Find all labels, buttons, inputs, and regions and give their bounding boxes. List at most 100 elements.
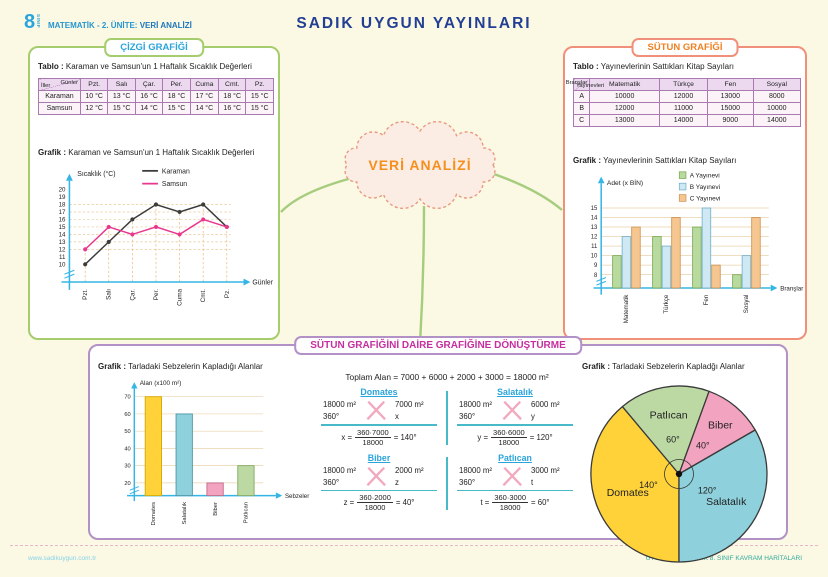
calc-360: 360° (459, 412, 476, 422)
cross-multiplication: 18000 m² 7000 m² 360° x (323, 399, 435, 423)
svg-text:Patlıcan: Patlıcan (244, 502, 250, 523)
svg-text:Adet (x BİN): Adet (x BİN) (607, 178, 643, 187)
unit-label: VERİ ANALİZİ (139, 21, 192, 30)
cross-multiply-icon (366, 466, 386, 486)
connector-curve-left (280, 176, 353, 213)
svg-text:13: 13 (59, 239, 66, 246)
svg-text:60°: 60° (666, 434, 680, 444)
grade-label: SINIF (36, 14, 42, 29)
conversion-calculation: Salatalık 18000 m² 6000 m² 360° y y = 360·… (457, 387, 573, 447)
calc-variable: y (531, 412, 535, 422)
publisher-title: SADIK UYGUN YAYINLARI (296, 15, 532, 32)
cross-multiply-icon (502, 466, 522, 486)
divider-line (457, 424, 573, 426)
calc-result: z = 360·2000 18000 = 40° (343, 493, 415, 513)
connector-curve-bottom (418, 205, 426, 345)
table-row: C 13000 14000 9000 14000 (572, 114, 802, 127)
book-graph-caption: Grafik : Yayınevlerinin Sattıkları Kitap… (573, 156, 737, 165)
footer-divider (10, 545, 818, 546)
svg-text:Salatalık: Salatalık (706, 496, 747, 508)
svg-text:120°: 120° (698, 485, 717, 495)
bar-graph-panel: SÜTUN GRAFİĞİ Tablo : Yayınevlerinin Sat… (563, 38, 807, 340)
svg-text:Cmt.: Cmt. (200, 289, 207, 303)
calc-result: x = 360·7000 18000 = 140° (341, 427, 417, 447)
calc-row: Biber 18000 m² 2000 m² 360° z z = 360·2000… (320, 452, 574, 513)
course-header: MATEMATİK - 2. ÜNİTE: VERİ ANALİZİ (48, 21, 192, 30)
svg-text:Fen: Fen (703, 294, 710, 305)
svg-text:10: 10 (591, 254, 598, 260)
svg-text:Sosyal: Sosyal (743, 295, 750, 314)
calc-360: 360° (323, 412, 340, 422)
svg-text:20: 20 (124, 481, 130, 487)
table-row: B 12000 11000 15000 10000 (572, 102, 802, 115)
conversion-calculation: Biber 18000 m² 2000 m² 360° z z = 360·2000… (321, 453, 437, 513)
svg-text:Sebzeler: Sebzeler (285, 493, 309, 500)
calc-result: t = 360·3000 18000 = 60° (480, 493, 550, 513)
svg-text:11: 11 (591, 244, 598, 250)
svg-text:18: 18 (59, 202, 66, 209)
calc-part-area: 6000 m² (531, 400, 560, 409)
svg-text:Pzt.: Pzt. (82, 289, 89, 300)
temperature-graph-caption: Grafik : Karaman ve Samsun'un 1 Haftalık… (38, 148, 255, 157)
cloud-outline (344, 120, 496, 210)
svg-text:12: 12 (591, 235, 598, 241)
line-panel-title: ÇİZGİ GRAFİĞİ (104, 38, 204, 57)
fraction: 360·3000 18000 (492, 493, 529, 513)
svg-text:Salatalık: Salatalık (182, 502, 188, 525)
connector-curve-right (487, 170, 563, 211)
temperature-table: Günler İller Pzt. Salı Çar. Per. Cuma Cmt. Pz. Ka… (38, 78, 274, 115)
calc-part-area: 3000 m² (531, 465, 560, 475)
svg-text:8: 8 (594, 273, 598, 279)
fraction: 360·2000 18000 (357, 493, 393, 513)
svg-text:16: 16 (59, 217, 66, 224)
svg-text:Alan (x100 m²): Alan (x100 m²) (140, 380, 182, 387)
calc-variable: t (531, 477, 534, 487)
divider-line (321, 489, 437, 492)
total-area-formula: Toplam Alan = 7000 + 6000 + 2000 + 3000 … (345, 372, 549, 382)
calc-row: Domates 18000 m² 7000 m² 360° x x = 360·70… (320, 387, 574, 447)
table-row: A 10000 12000 13000 8000 (572, 90, 802, 103)
svg-text:Per.: Per. (153, 289, 160, 301)
conversion-calculations: Toplam Alan = 7000 + 6000 + 2000 + 3000 … (320, 358, 574, 518)
vegetable-bar-caption: Grafik : Tarladaki Sebzelerin Kapladığı … (98, 362, 263, 371)
vertical-divider (446, 391, 448, 445)
svg-text:19: 19 (59, 194, 66, 201)
svg-text:Çar.: Çar. (129, 289, 136, 301)
calc-vegetable-name: Salatalık (497, 387, 533, 397)
svg-text:15: 15 (59, 224, 66, 231)
course-label: MATEMATİK - 2. ÜNİTE: (48, 21, 138, 30)
conversion-panel: SÜTUN GRAFİĞİNİ DAİRE GRAFİĞİNE DÖNÜŞTÜR… (88, 336, 788, 563)
calc-total-area: 18000 m² (323, 400, 356, 409)
temperature-table-caption: Tablo : Karaman ve Samsun'un 1 Haftalık … (38, 62, 252, 71)
veri-analizi-bubble: VERİ ANALİZİ (330, 115, 510, 215)
fraction: 360·7000 18000 (355, 427, 391, 447)
line-graph-panel: ÇİZGİ GRAFİĞİ Tablo : Karaman ve Samsun'… (28, 38, 280, 340)
vegetable-bar-block: Grafik : Tarladaki Sebzelerin Kapladığı … (98, 358, 316, 538)
svg-text:Türkçe: Türkçe (663, 294, 670, 313)
book-table-caption: Tablo : Yayınevlerinin Sattıkları Kitap … (573, 62, 734, 71)
calc-variable: x (395, 412, 399, 422)
vegetable-bar-chart: 20 30 40 50 60 70 Alan (x100 m²) Sebzeler Domate… (124, 380, 309, 526)
table-header-row: Branşlar Yayınevleri Matematik Türkçe Fen Sos… (566, 78, 802, 91)
calc-360: 360° (459, 477, 476, 487)
svg-text:Domates: Domates (151, 502, 157, 526)
vertical-divider (446, 456, 448, 511)
grade-number: 8 (24, 11, 36, 33)
svg-text:Günler: Günler (252, 279, 273, 286)
grade-badge: 8 SINIF (24, 12, 41, 32)
calc-vegetable-name: Patlıcan (498, 452, 532, 463)
footer-series-name: UYGUN MATEMATİK 8. SINIF KAVRAM HARİTALA… (645, 555, 802, 562)
calc-vegetable-name: Domates (360, 387, 398, 397)
svg-text:12: 12 (59, 247, 66, 254)
conversion-panel-title: SÜTUN GRAFİĞİNİ DAİRE GRAFİĞİNE DÖNÜŞTÜR… (294, 336, 582, 355)
svg-text:50: 50 (124, 429, 130, 435)
svg-text:Pz.: Pz. (224, 289, 231, 298)
svg-text:20: 20 (59, 187, 66, 194)
calc-total-area: 18000 m² (323, 465, 356, 475)
cross-multiplication: 18000 m² 2000 m² 360° z (323, 465, 435, 489)
calc-total-area: 18000 m² (459, 465, 492, 475)
svg-text:A Yayınevi: A Yayınevi (690, 173, 720, 180)
calc-total-area: 18000 m² (459, 400, 492, 409)
